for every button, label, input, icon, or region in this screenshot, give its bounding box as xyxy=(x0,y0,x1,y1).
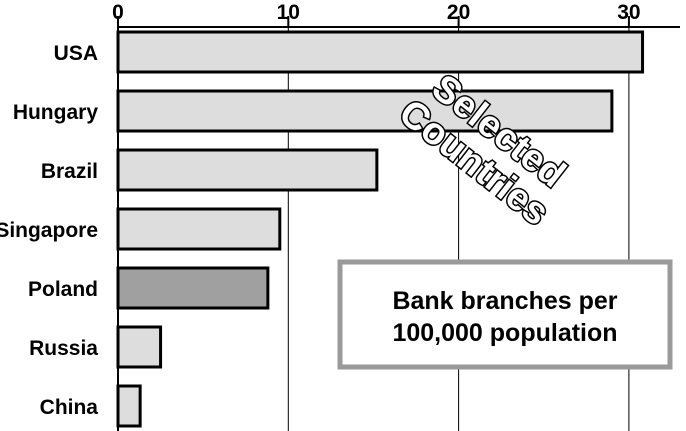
category-label-russia: Russia xyxy=(29,337,98,360)
category-label-brazil: Brazil xyxy=(41,160,98,183)
category-label-china: China xyxy=(40,396,99,419)
bar-usa xyxy=(116,30,645,74)
x-tick-label: 20 xyxy=(447,1,470,24)
category-labels: USA Hungary Brazil Singapore Poland Russia Chi… xyxy=(0,42,98,419)
bar-brazil xyxy=(116,148,379,192)
category-label-singapore: Singapore xyxy=(0,219,98,242)
bar-china xyxy=(116,384,142,428)
x-tick-label: 10 xyxy=(277,1,300,24)
selected-countries-stamp: Selected Countries xyxy=(390,65,575,235)
x-tick-label: 0 xyxy=(112,1,124,24)
category-label-poland: Poland xyxy=(28,278,98,301)
legend-box: Bank branches per 100,000 population xyxy=(337,259,673,370)
bar-singapore xyxy=(116,207,282,251)
legend-border xyxy=(337,259,673,370)
bars xyxy=(116,30,645,428)
x-axis-ticks: 0 10 20 30 xyxy=(112,1,680,28)
x-tick-label: 30 xyxy=(617,1,640,24)
category-label-usa: USA xyxy=(54,42,98,65)
bar-poland xyxy=(116,266,270,310)
bar-russia xyxy=(116,325,163,369)
category-label-hungary: Hungary xyxy=(13,101,99,124)
bar-hungary xyxy=(116,89,614,133)
legend-line-2: 100,000 population xyxy=(392,319,617,347)
legend-line-1: Bank branches per xyxy=(392,287,617,315)
